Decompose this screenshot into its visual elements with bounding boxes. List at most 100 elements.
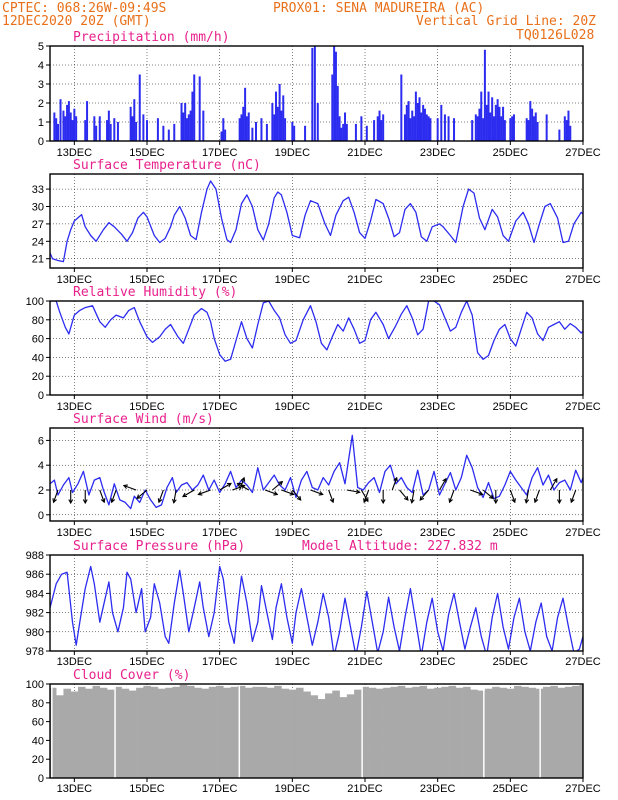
wind-arrow bbox=[411, 489, 415, 503]
cloud-cover-bar bbox=[172, 686, 181, 778]
precip-bar bbox=[173, 123, 176, 141]
x-tick-label: 27DEC bbox=[565, 783, 601, 795]
header-datetime: 12DEC2020 20Z (GMT) bbox=[2, 14, 151, 29]
precip-bar bbox=[418, 97, 421, 141]
precip-bar bbox=[427, 116, 430, 141]
x-tick-label: 17DEC bbox=[202, 656, 238, 668]
precip-bar bbox=[423, 108, 426, 141]
precip-bar bbox=[447, 116, 450, 141]
x-tick-label: 25DEC bbox=[493, 147, 529, 159]
precip-bar bbox=[98, 116, 101, 141]
cloud-cover-bar bbox=[332, 690, 340, 778]
x-tick-label: 25DEC bbox=[493, 274, 529, 286]
wind-arrow bbox=[525, 489, 530, 503]
cloud-cover-bar bbox=[513, 685, 522, 778]
wind-arrow bbox=[291, 489, 302, 501]
header-model-code: TQ0126L028 bbox=[516, 28, 594, 43]
precip-bar bbox=[502, 106, 505, 141]
panel-4: 978 980 982 984 986 988 13DEC 15DEC 17DEC 19DEC 21… bbox=[26, 539, 601, 668]
cloud-cover-bar bbox=[579, 684, 583, 778]
cloud-cover-bar bbox=[543, 686, 551, 778]
precip-bar bbox=[511, 116, 514, 141]
precip-bar bbox=[69, 112, 72, 141]
cloud-cover-bar bbox=[259, 686, 268, 778]
cloud-gap bbox=[483, 684, 485, 778]
cloud-cover-bar bbox=[186, 685, 195, 778]
x-tick-label: 15DEC bbox=[129, 783, 165, 795]
header-coordinates: CPTEC: 068:26W-09:49S bbox=[2, 1, 166, 16]
panel-frame bbox=[49, 554, 584, 652]
y-tick-label: 2 bbox=[38, 98, 44, 110]
precip-bar bbox=[471, 120, 474, 141]
precip-bar bbox=[316, 103, 319, 141]
precip-bar bbox=[474, 114, 477, 141]
precip-bar bbox=[86, 101, 89, 141]
cloud-cover-bar bbox=[274, 685, 282, 778]
series-line bbox=[50, 565, 583, 651]
cloud-cover-bar bbox=[404, 687, 413, 778]
precip-bar bbox=[271, 103, 274, 141]
precip-bar bbox=[483, 49, 486, 141]
x-tick-label: 19DEC bbox=[275, 401, 311, 413]
wind-arrow-head bbox=[289, 491, 295, 496]
cloud-cover-bar bbox=[179, 684, 188, 778]
precip-bar bbox=[247, 112, 250, 141]
x-tick-label: 23DEC bbox=[420, 147, 456, 159]
precip-bar bbox=[354, 123, 357, 141]
cloud-cover-bar bbox=[136, 687, 144, 778]
wind-arrow bbox=[310, 489, 323, 495]
x-tick-label: 13DEC bbox=[57, 401, 93, 413]
wind-arrow bbox=[182, 489, 195, 497]
wind-arrow-head bbox=[393, 476, 398, 482]
panel-title: Surface Pressure (hPa) bbox=[73, 539, 245, 554]
wind-arrow-head bbox=[329, 498, 335, 504]
panel-title: Relative Humidity (%) bbox=[73, 285, 237, 300]
x-tick-label: 19DEC bbox=[275, 656, 311, 668]
wind-arrow-head bbox=[226, 482, 232, 488]
y-tick-label: 986 bbox=[26, 569, 44, 581]
precip-bar bbox=[420, 112, 423, 141]
precip-bar bbox=[453, 118, 456, 141]
precip-bar bbox=[440, 104, 443, 141]
precip-bar bbox=[273, 114, 276, 141]
y-tick-label: 2 bbox=[38, 485, 44, 497]
cloud-cover-bar bbox=[499, 687, 508, 778]
precip-bar bbox=[569, 125, 572, 141]
y-tick-label: 978 bbox=[26, 646, 44, 658]
x-tick-label: 15DEC bbox=[129, 147, 165, 159]
series-line bbox=[50, 180, 583, 263]
panel-title: Cloud Cover (%) bbox=[73, 668, 190, 683]
precip-bar bbox=[345, 123, 348, 141]
precip-bar bbox=[338, 116, 341, 141]
precip-bar bbox=[245, 116, 248, 141]
wind-arrow bbox=[391, 477, 398, 491]
panel-2: 0 20 40 60 80 100 13DEC 15DEC 17DEC 19DEC 21DEC 23D… bbox=[26, 285, 601, 413]
series-line bbox=[50, 301, 583, 362]
precip-bar bbox=[73, 108, 76, 141]
wind-arrow bbox=[449, 489, 455, 503]
cloud-cover-bar bbox=[107, 689, 115, 778]
cloud-cover-bar bbox=[572, 685, 580, 778]
precip-bar bbox=[62, 110, 65, 141]
cloud-cover-bar bbox=[521, 686, 529, 778]
precip-bar bbox=[220, 131, 223, 141]
wind-arrow-head bbox=[478, 491, 484, 496]
precip-bar bbox=[278, 84, 281, 141]
wind-arrow bbox=[470, 489, 483, 495]
cloud-cover-bar bbox=[426, 688, 435, 778]
y-tick-label: 0 bbox=[38, 510, 44, 522]
wind-arrow bbox=[264, 489, 278, 495]
precip-bar bbox=[373, 120, 376, 141]
wind-arrow bbox=[158, 489, 164, 503]
x-tick-label: 17DEC bbox=[202, 274, 238, 286]
wind-arrow bbox=[99, 489, 105, 503]
cloud-gap bbox=[51, 684, 53, 778]
precip-bar bbox=[311, 47, 314, 141]
wind-arrow bbox=[272, 481, 283, 491]
precip-bar bbox=[336, 85, 339, 141]
series-line bbox=[50, 434, 583, 510]
precip-bar bbox=[534, 112, 537, 141]
wind-arrow-head bbox=[157, 498, 163, 504]
wind-arrow-head bbox=[448, 498, 453, 504]
cloud-cover-bar bbox=[281, 688, 290, 778]
